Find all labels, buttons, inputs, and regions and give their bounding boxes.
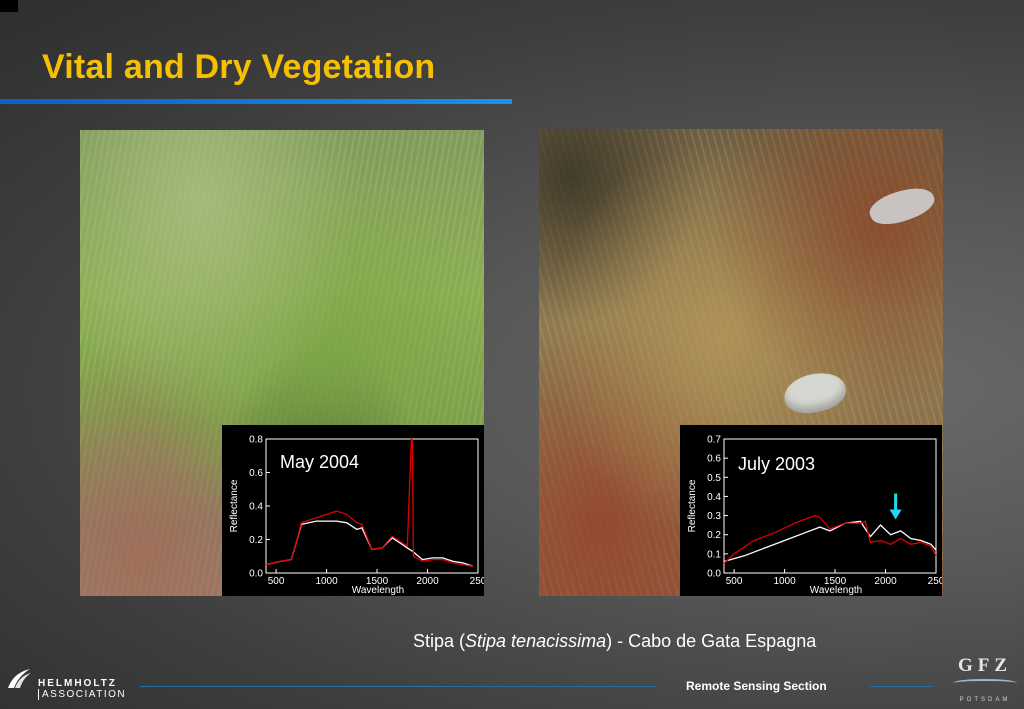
x-tick-label: 500 — [726, 576, 743, 587]
footer-rule-left — [140, 686, 656, 687]
y-tick-label: 0.5 — [707, 473, 721, 484]
caption-species: Stipa tenacissima — [465, 631, 607, 651]
helmholtz-sub: ASSOCIATION — [38, 689, 126, 700]
x-tick-label: 2000 — [874, 576, 897, 587]
x-tick-label: 2000 — [416, 576, 439, 587]
helmholtz-name: HELMHOLTZ — [38, 678, 117, 689]
y-tick-label: 0.8 — [249, 435, 263, 446]
gfz-arc-icon — [953, 679, 1017, 687]
gfz-name: GFZ — [957, 655, 1013, 676]
gfz-logo: GFZ POTSDAM — [950, 655, 1020, 707]
y-axis-label: Reflectance — [687, 479, 698, 532]
y-tick-label: 0.2 — [249, 535, 263, 546]
spectrum-plot-july: 0.0 0.1 0.2 0.3 0.4 0.5 0.6 0.7 500 1000 1500 2000 2… — [687, 435, 942, 597]
y-tick-label: 0.2 — [707, 530, 721, 541]
y-tick-label: 0.6 — [249, 468, 263, 479]
y-tick-label: 0.0 — [707, 569, 721, 580]
series-line-red — [723, 514, 937, 564]
y-tick-label: 0.1 — [707, 549, 721, 560]
title-underline — [0, 99, 512, 104]
series-line-white — [723, 520, 937, 563]
y-tick-label: 0.0 — [249, 569, 263, 580]
caption-suffix: ) - Cabo de Gata Espagna — [606, 631, 817, 651]
x-tick-label: 250 — [470, 576, 484, 587]
x-tick-label: 1000 — [315, 576, 338, 587]
x-tick-label: 1500 — [366, 576, 389, 587]
footer-section-label: Remote Sensing Section — [686, 679, 827, 693]
x-tick-label: 1000 — [773, 576, 796, 587]
y-tick-label: 0.3 — [707, 511, 721, 522]
spectrum-plot-may: 0.0 0.2 0.4 0.6 0.8 500 1000 1500 2000 250 Wavelen… — [229, 435, 484, 597]
slide-title: Vital and Dry Vegetation — [42, 48, 436, 86]
corner-mark — [0, 0, 18, 12]
gfz-sub: POTSDAM — [959, 697, 1011, 703]
x-axis-label: Wavelength — [810, 585, 862, 596]
y-tick-label: 0.4 — [249, 502, 263, 513]
caption-prefix: Stipa ( — [413, 631, 466, 651]
arrow-head — [889, 509, 902, 520]
y-tick-label: 0.4 — [707, 492, 721, 503]
photo-caption: Stipa (Stipa tenacissima) - Cabo de Gata… — [413, 631, 816, 652]
bag-in-photo — [865, 180, 939, 232]
x-tick-label: 250 — [928, 576, 942, 587]
helmholtz-swoosh-icon — [8, 669, 31, 688]
series-line-red — [265, 436, 474, 567]
x-axis-label: Wavelength — [352, 585, 404, 596]
hat-in-photo — [780, 367, 850, 419]
chart-title-july: July 2003 — [738, 454, 816, 474]
may-2004-spectrum-chart: 0.0 0.2 0.4 0.6 0.8 500 1000 1500 2000 250 Wavelen… — [222, 425, 484, 596]
x-tick-label: 500 — [268, 576, 285, 587]
july-2003-spectrum-chart: 0.0 0.1 0.2 0.3 0.4 0.5 0.6 0.7 500 1000 1500 2000 2… — [680, 425, 942, 596]
y-axis-label: Reflectance — [229, 479, 240, 532]
y-tick-label: 0.6 — [707, 454, 721, 465]
chart-title-may: May 2004 — [280, 452, 360, 472]
x-tick-label: 1500 — [824, 576, 847, 587]
footer-rule-right — [870, 686, 934, 687]
plot-frame — [723, 438, 937, 574]
helmholtz-logo: HELMHOLTZ ASSOCIATION — [6, 666, 136, 706]
annotation-arrow — [889, 493, 902, 520]
y-tick-label: 0.7 — [707, 435, 721, 446]
